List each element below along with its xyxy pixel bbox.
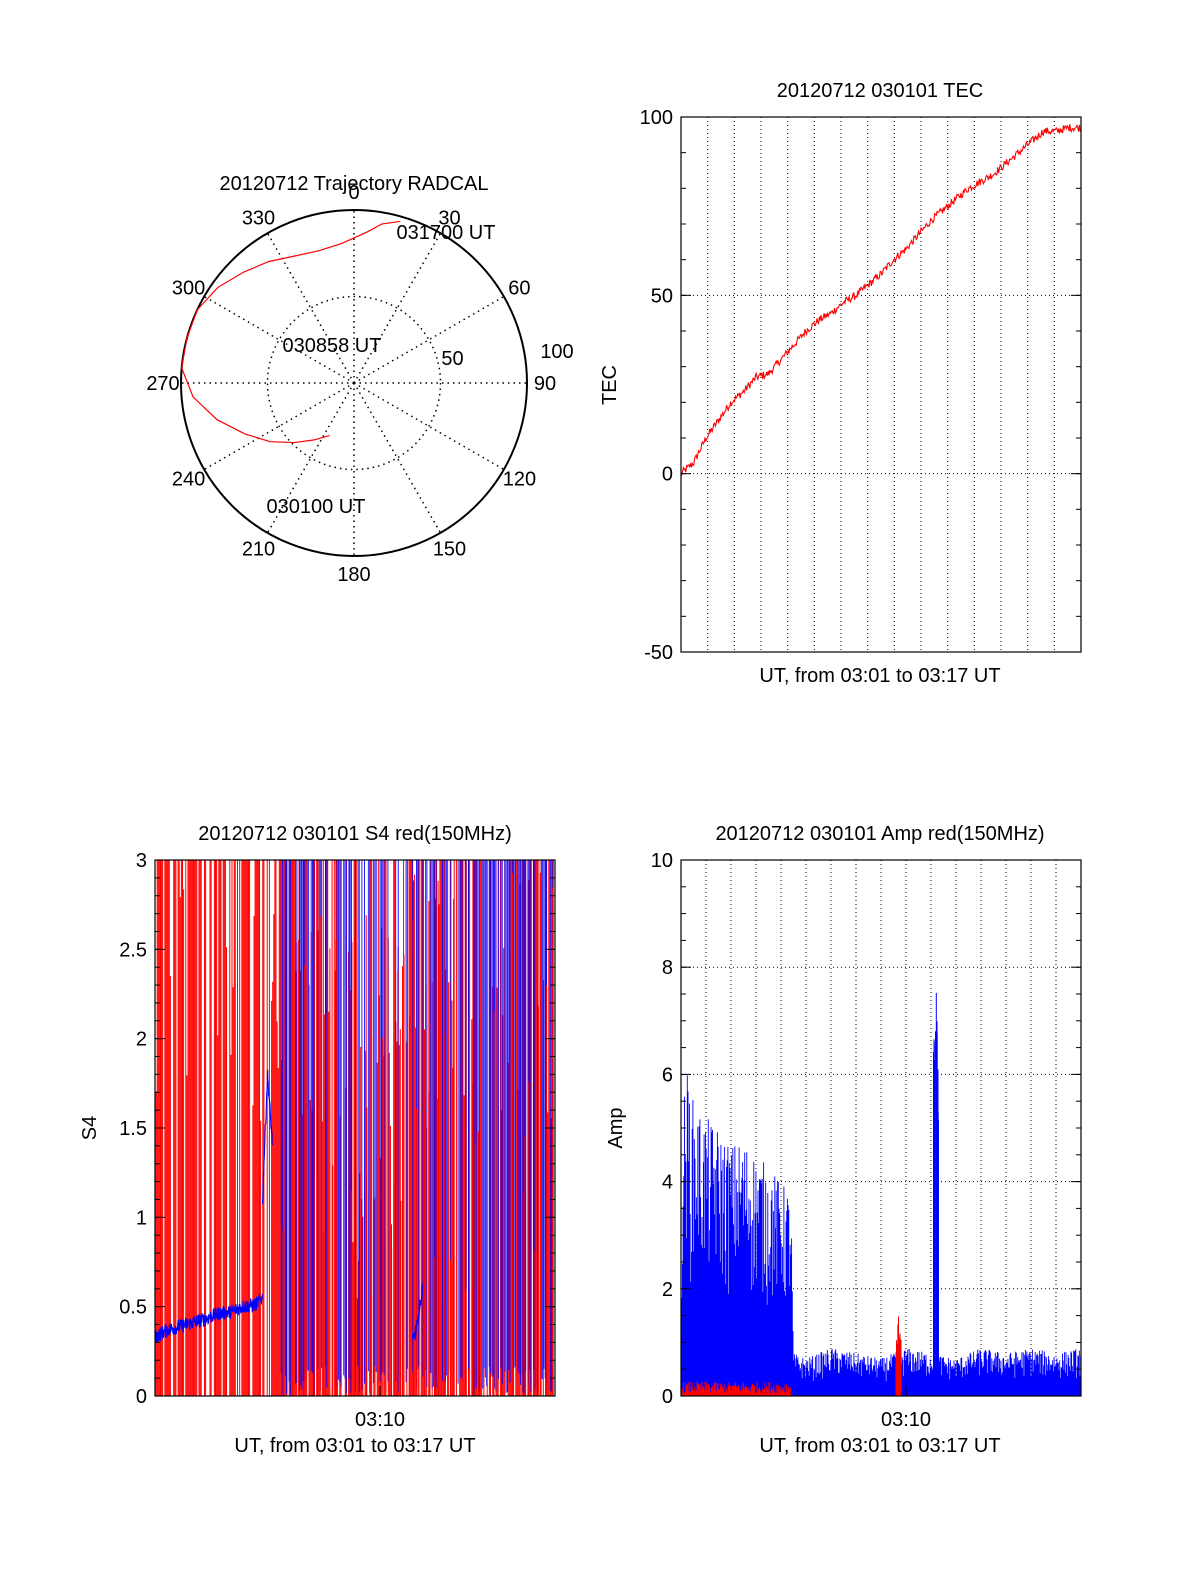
amp-y-axis-label: Amp bbox=[605, 1107, 627, 1148]
s4-x-tick-labels: 03:10 bbox=[355, 1386, 405, 1431]
amp-title: 20120712 030101 Amp red(150MHz) bbox=[715, 823, 1044, 845]
polar-azimuth-label: 0 bbox=[348, 182, 359, 204]
polar-annotation: 030858 UT bbox=[283, 335, 382, 357]
tec-y-tick-labels: -50 0 50 100 bbox=[640, 107, 1081, 664]
polar-azimuth-label: 300 bbox=[172, 278, 205, 300]
polar-spoke bbox=[203, 295, 355, 384]
polar-trajectory-chart: 20120712 Trajectory RADCAL 0 30 60 90 120 150… bbox=[146, 173, 573, 586]
y-tick-label: 8 bbox=[662, 957, 673, 979]
s4-y-axis-label: S4 bbox=[79, 1116, 101, 1140]
s4-title: 20120712 030101 S4 red(150MHz) bbox=[198, 823, 512, 845]
polar-spoke bbox=[353, 295, 505, 384]
polar-azimuth-label: 60 bbox=[508, 278, 530, 300]
amp-grid bbox=[681, 860, 1081, 1396]
tec-line bbox=[680, 124, 1081, 477]
y-tick-label: 0 bbox=[662, 1386, 673, 1408]
polar-grid bbox=[180, 209, 528, 557]
s4-series bbox=[154, 860, 554, 1396]
polar-inner-circle bbox=[266, 295, 442, 471]
y-tick-label: 0.5 bbox=[119, 1297, 147, 1319]
polar-azimuth-label: 30 bbox=[438, 208, 460, 230]
polar-spoke bbox=[353, 382, 505, 471]
polar-spoke bbox=[353, 382, 442, 534]
tec-plot-frame bbox=[680, 116, 1082, 653]
y-tick-label: 1.5 bbox=[119, 1118, 147, 1140]
amp-x-axis-label: UT, from 03:01 to 03:17 UT bbox=[759, 1435, 1000, 1457]
s4-chart: 20120712 030101 S4 red(150MHz) 0 0.5 1 1.5 2… bbox=[79, 823, 556, 1457]
polar-spoke bbox=[266, 382, 355, 534]
y-tick-label: -50 bbox=[644, 642, 673, 664]
polar-annotation: 030100 UT bbox=[267, 496, 366, 518]
amp-x-tick-label: 03:10 bbox=[881, 1409, 931, 1431]
amp-red-bump bbox=[895, 1316, 902, 1396]
tec-grid bbox=[681, 117, 1081, 652]
s4-blue-trace bbox=[154, 1293, 263, 1344]
y-tick-label: 0 bbox=[662, 464, 673, 486]
y-tick-label: 6 bbox=[662, 1064, 673, 1086]
polar-radial-labels: 50 100 bbox=[441, 341, 573, 370]
y-tick-label: 3 bbox=[136, 850, 147, 872]
s4-blue-trace bbox=[261, 1069, 273, 1205]
polar-annotation: 031700 UT bbox=[397, 222, 496, 244]
polar-outer-circle bbox=[180, 209, 528, 557]
tec-y-axis-label: TEC bbox=[599, 365, 621, 405]
tec-x-axis-label: UT, from 03:01 to 03:17 UT bbox=[759, 665, 1000, 687]
y-tick-label: 2 bbox=[136, 1029, 147, 1051]
tec-chart: 20120712 030101 TEC -50 0 50 100 UT, from 0… bbox=[599, 80, 1082, 687]
tec-title: 20120712 030101 TEC bbox=[777, 80, 983, 102]
s4-red-overlay-spikes bbox=[282, 872, 554, 1396]
polar-radial-label: 100 bbox=[540, 341, 573, 363]
polar-trajectory-line bbox=[181, 220, 401, 444]
tec-series bbox=[680, 124, 1081, 477]
y-tick-label: 100 bbox=[640, 107, 673, 129]
polar-azimuth-labels: 0 30 60 90 120 150 180 210 240 270 300 330 bbox=[146, 182, 556, 586]
s4-x-tick-label: 03:10 bbox=[355, 1409, 405, 1431]
polar-annotations: 031700 UT 030858 UT 030100 UT bbox=[267, 222, 496, 518]
s4-y-tick-labels: 0 0.5 1 1.5 2 2.5 3 bbox=[119, 850, 555, 1408]
polar-radial-label: 50 bbox=[441, 348, 463, 370]
polar-azimuth-label: 150 bbox=[433, 538, 466, 560]
y-tick-label: 0 bbox=[136, 1386, 147, 1408]
y-tick-label: 1 bbox=[136, 1207, 147, 1229]
y-tick-label: 50 bbox=[651, 285, 673, 307]
polar-azimuth-label: 240 bbox=[172, 469, 205, 491]
amp-y-tick-labels: 0 2 4 6 8 10 bbox=[651, 850, 1081, 1408]
y-tick-label: 4 bbox=[662, 1172, 673, 1194]
polar-azimuth-label: 270 bbox=[146, 373, 179, 395]
s4-x-axis-label: UT, from 03:01 to 03:17 UT bbox=[234, 1435, 475, 1457]
polar-azimuth-label: 180 bbox=[337, 564, 370, 586]
polar-azimuth-label: 120 bbox=[503, 469, 536, 491]
polar-trajectory-series bbox=[181, 220, 401, 444]
polar-azimuth-label: 210 bbox=[242, 538, 275, 560]
polar-title: 20120712 Trajectory RADCAL bbox=[219, 173, 488, 195]
polar-spoke bbox=[203, 382, 355, 471]
amp-chart: 20120712 030101 Amp red(150MHz) 0246810 … bbox=[605, 823, 1082, 1457]
amp-x-tick-labels: 03:10 bbox=[881, 1386, 931, 1431]
s4-blue-trace bbox=[411, 1283, 423, 1341]
polar-spoke bbox=[353, 232, 442, 384]
y-tick-label: 10 bbox=[651, 850, 673, 872]
y-tick-label: 2.5 bbox=[119, 939, 147, 961]
y-tick-label: 2 bbox=[662, 1279, 673, 1301]
amp-blue-burst bbox=[933, 992, 939, 1396]
polar-azimuth-label: 330 bbox=[242, 208, 275, 230]
polar-azimuth-label: 90 bbox=[534, 373, 556, 395]
